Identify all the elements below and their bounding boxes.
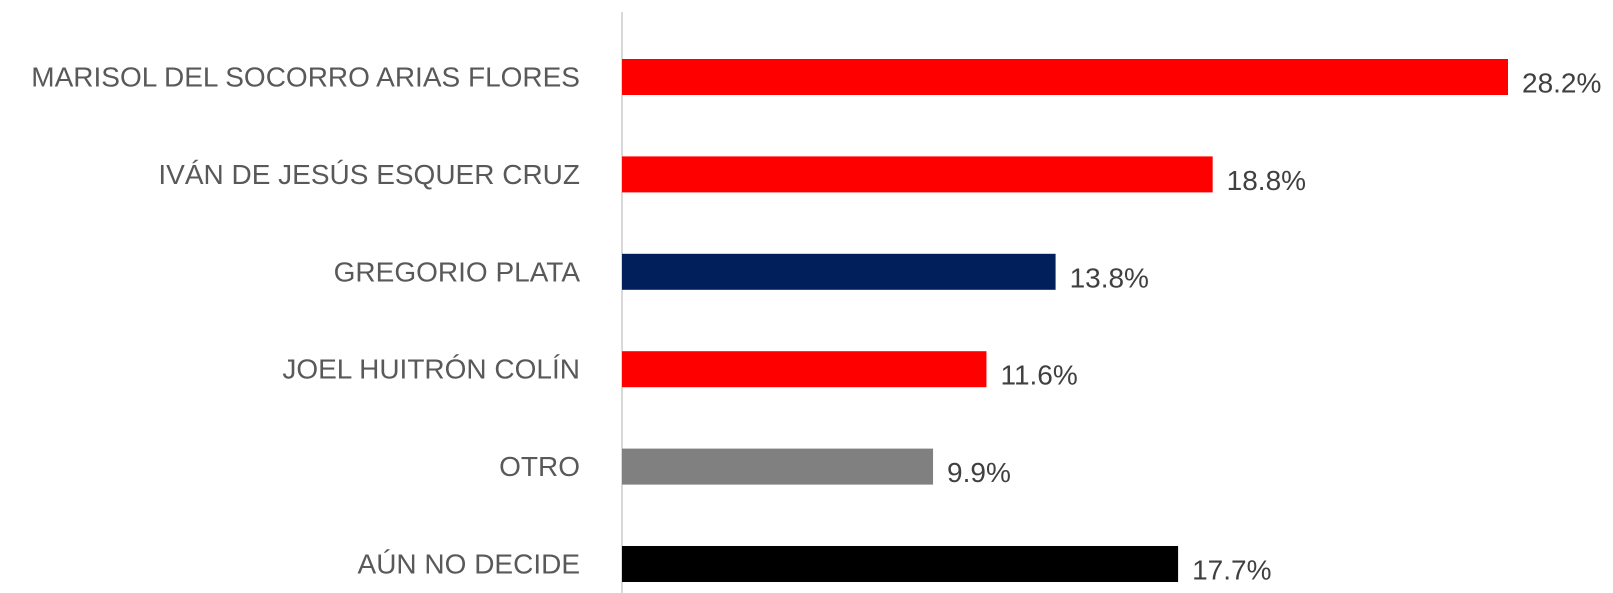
category-label-4: OTRO [499,451,580,482]
category-label-0: MARISOL DEL SOCORRO ARIAS FLORES [31,62,580,93]
bar-3 [622,351,987,388]
bar-1 [622,156,1213,193]
value-labels-group: 28.2% 18.8% 13.8% 11.6% 9.9% 17.7% [947,68,1601,586]
category-label-1: IVÁN DE JESÚS ESQUER CRUZ [158,159,580,190]
category-labels-group: MARISOL DEL SOCORRO ARIAS FLORES IVÁN DE … [31,62,580,580]
category-label-3: JOEL HUITRÓN COLÍN [282,354,580,385]
bar-0 [622,59,1508,95]
bar-4 [622,448,934,485]
bars-group [622,59,1508,582]
value-label-0: 28.2% [1522,68,1601,99]
category-label-2: GREGORIO PLATA [334,256,581,287]
value-label-2: 13.8% [1070,262,1149,293]
category-label-5: AÚN NO DECIDE [358,549,580,580]
value-label-3: 11.6% [1000,360,1077,391]
value-label-1: 18.8% [1227,165,1306,196]
value-label-5: 17.7% [1192,555,1271,586]
bar-5 [622,546,1179,582]
value-label-4: 9.9% [947,457,1011,488]
bar-2 [622,253,1056,290]
